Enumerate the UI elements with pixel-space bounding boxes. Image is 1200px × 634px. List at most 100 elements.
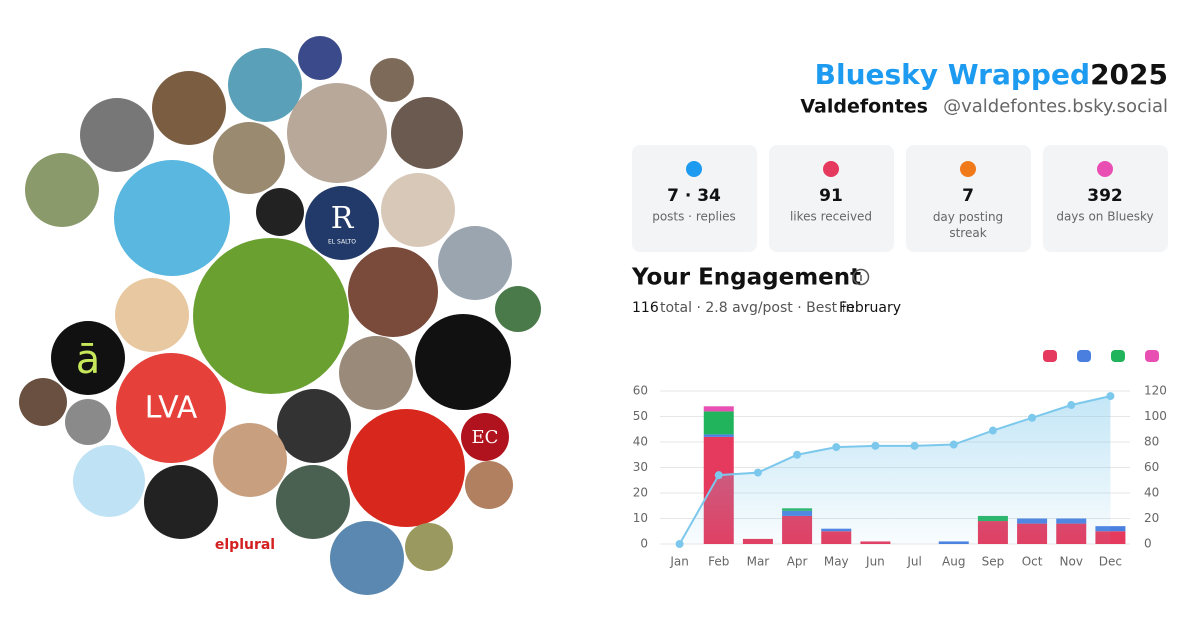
avatar xyxy=(287,83,387,183)
stat-value: 91 xyxy=(819,186,843,206)
y-tick-label: 40 xyxy=(633,435,648,449)
avatar-text: LVA xyxy=(145,391,198,426)
y2-tick-label: 80 xyxy=(1144,435,1159,449)
line-point xyxy=(910,441,919,450)
avatar xyxy=(381,173,455,247)
avatar xyxy=(80,98,154,172)
engagement-best: February xyxy=(839,300,901,316)
x-tick-label: Jul xyxy=(906,555,921,569)
x-tick-label: Jan xyxy=(669,555,689,569)
engagement-total: 116 xyxy=(632,300,659,316)
legend-icon xyxy=(1111,350,1125,362)
y2-tick-label: 60 xyxy=(1144,460,1159,474)
line-point xyxy=(832,443,841,452)
stat-label: posts · replies xyxy=(652,210,736,224)
y2-tick-label: 100 xyxy=(1144,409,1167,423)
stat-card xyxy=(906,145,1031,252)
avatar xyxy=(405,523,453,571)
line-point xyxy=(714,471,723,480)
line-point xyxy=(1028,413,1037,422)
avatar xyxy=(144,465,218,539)
stat-label: likes received xyxy=(790,210,872,224)
user-handle: @valdefontes.bsky.social xyxy=(943,96,1168,117)
avatar xyxy=(330,521,404,595)
avatar xyxy=(50,245,106,301)
line-point xyxy=(871,441,880,450)
x-tick-label: Aug xyxy=(942,555,965,569)
x-tick-label: Nov xyxy=(1060,555,1083,569)
line-point xyxy=(793,450,802,459)
avatar-text: EL SALTO xyxy=(328,239,356,246)
avatar xyxy=(65,399,111,445)
avatar xyxy=(213,423,287,497)
engagement-title: Your Engagement xyxy=(631,265,861,291)
year: 2025 xyxy=(1090,58,1168,91)
x-tick-label: Apr xyxy=(787,555,808,569)
y-tick-label: 50 xyxy=(633,409,648,423)
line-point xyxy=(753,468,762,477)
stat-label: day posting streak xyxy=(933,210,1003,240)
avatar xyxy=(461,413,509,461)
avatar xyxy=(348,247,438,337)
avatar xyxy=(276,465,350,539)
avatar xyxy=(19,378,67,426)
avatar xyxy=(305,186,379,260)
stat-icon xyxy=(686,161,702,177)
y2-tick-label: 120 xyxy=(1144,384,1167,398)
stat-icon xyxy=(823,161,839,177)
avatar xyxy=(116,353,226,463)
stat-icon xyxy=(1097,161,1113,177)
title: Bluesky Wrapped xyxy=(815,58,1090,91)
avatar xyxy=(415,314,511,410)
legend-icon xyxy=(1077,350,1091,362)
y-tick-label: 30 xyxy=(633,460,648,474)
line-area xyxy=(679,396,1111,544)
bar-segment xyxy=(703,406,734,412)
avatar xyxy=(465,461,513,509)
line-point xyxy=(1067,401,1076,410)
legend-icon xyxy=(1145,350,1159,362)
avatar xyxy=(438,226,512,300)
stat-value: 392 xyxy=(1087,186,1123,206)
legend-icon xyxy=(1043,350,1057,362)
x-tick-label: Sep xyxy=(982,555,1005,569)
stat-value: 7 xyxy=(962,186,974,206)
x-tick-label: Dec xyxy=(1099,555,1122,569)
avatar xyxy=(115,278,189,352)
x-tick-label: Jun xyxy=(865,555,885,569)
line xyxy=(678,395,1111,545)
stat-card xyxy=(632,145,757,252)
stat-card xyxy=(769,145,894,252)
x-tick-label: Mar xyxy=(747,555,770,569)
y-tick-label: 60 xyxy=(633,384,648,398)
line-point xyxy=(675,540,684,548)
avatar xyxy=(25,153,99,227)
avatar xyxy=(495,286,541,332)
bar-segment xyxy=(703,434,734,437)
line-point xyxy=(1106,392,1115,401)
avatar xyxy=(193,238,349,394)
avatar-text: EC xyxy=(472,427,499,448)
avatar-text: R xyxy=(331,201,355,236)
avatar xyxy=(152,71,226,145)
y2-tick-label: 0 xyxy=(1144,537,1152,551)
avatar xyxy=(370,58,414,102)
y-tick-label: 20 xyxy=(633,486,648,500)
y-tick-label: 10 xyxy=(633,511,648,525)
stat-label: days on Bluesky xyxy=(1056,210,1153,224)
info-icon[interactable] xyxy=(852,268,870,286)
stat-icon xyxy=(960,161,976,177)
x-tick-label: May xyxy=(824,555,849,569)
x-tick-label: Oct xyxy=(1022,555,1043,569)
avatar xyxy=(277,389,351,463)
bar-segment xyxy=(703,411,734,435)
avatar xyxy=(298,36,342,80)
avatar xyxy=(73,445,145,517)
engagement-summary: total · 2.8 avg/post · Best in xyxy=(660,300,854,316)
avatar xyxy=(228,48,302,122)
avatar xyxy=(215,508,275,568)
y2-tick-label: 20 xyxy=(1144,511,1159,525)
y-tick-label: 0 xyxy=(640,537,648,551)
